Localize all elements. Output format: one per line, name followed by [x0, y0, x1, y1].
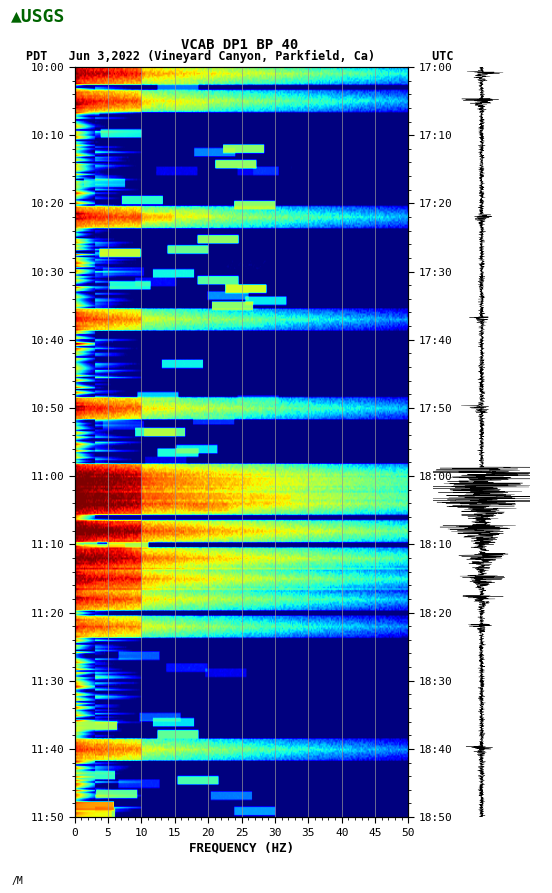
X-axis label: FREQUENCY (HZ): FREQUENCY (HZ): [189, 842, 294, 855]
Text: ▲USGS: ▲USGS: [11, 7, 66, 25]
Text: VCAB DP1 BP 40: VCAB DP1 BP 40: [182, 38, 299, 52]
Text: /M: /M: [11, 876, 23, 886]
Text: PDT   Jun 3,2022 (Vineyard Canyon, Parkfield, Ca)        UTC: PDT Jun 3,2022 (Vineyard Canyon, Parkfie…: [26, 50, 454, 63]
